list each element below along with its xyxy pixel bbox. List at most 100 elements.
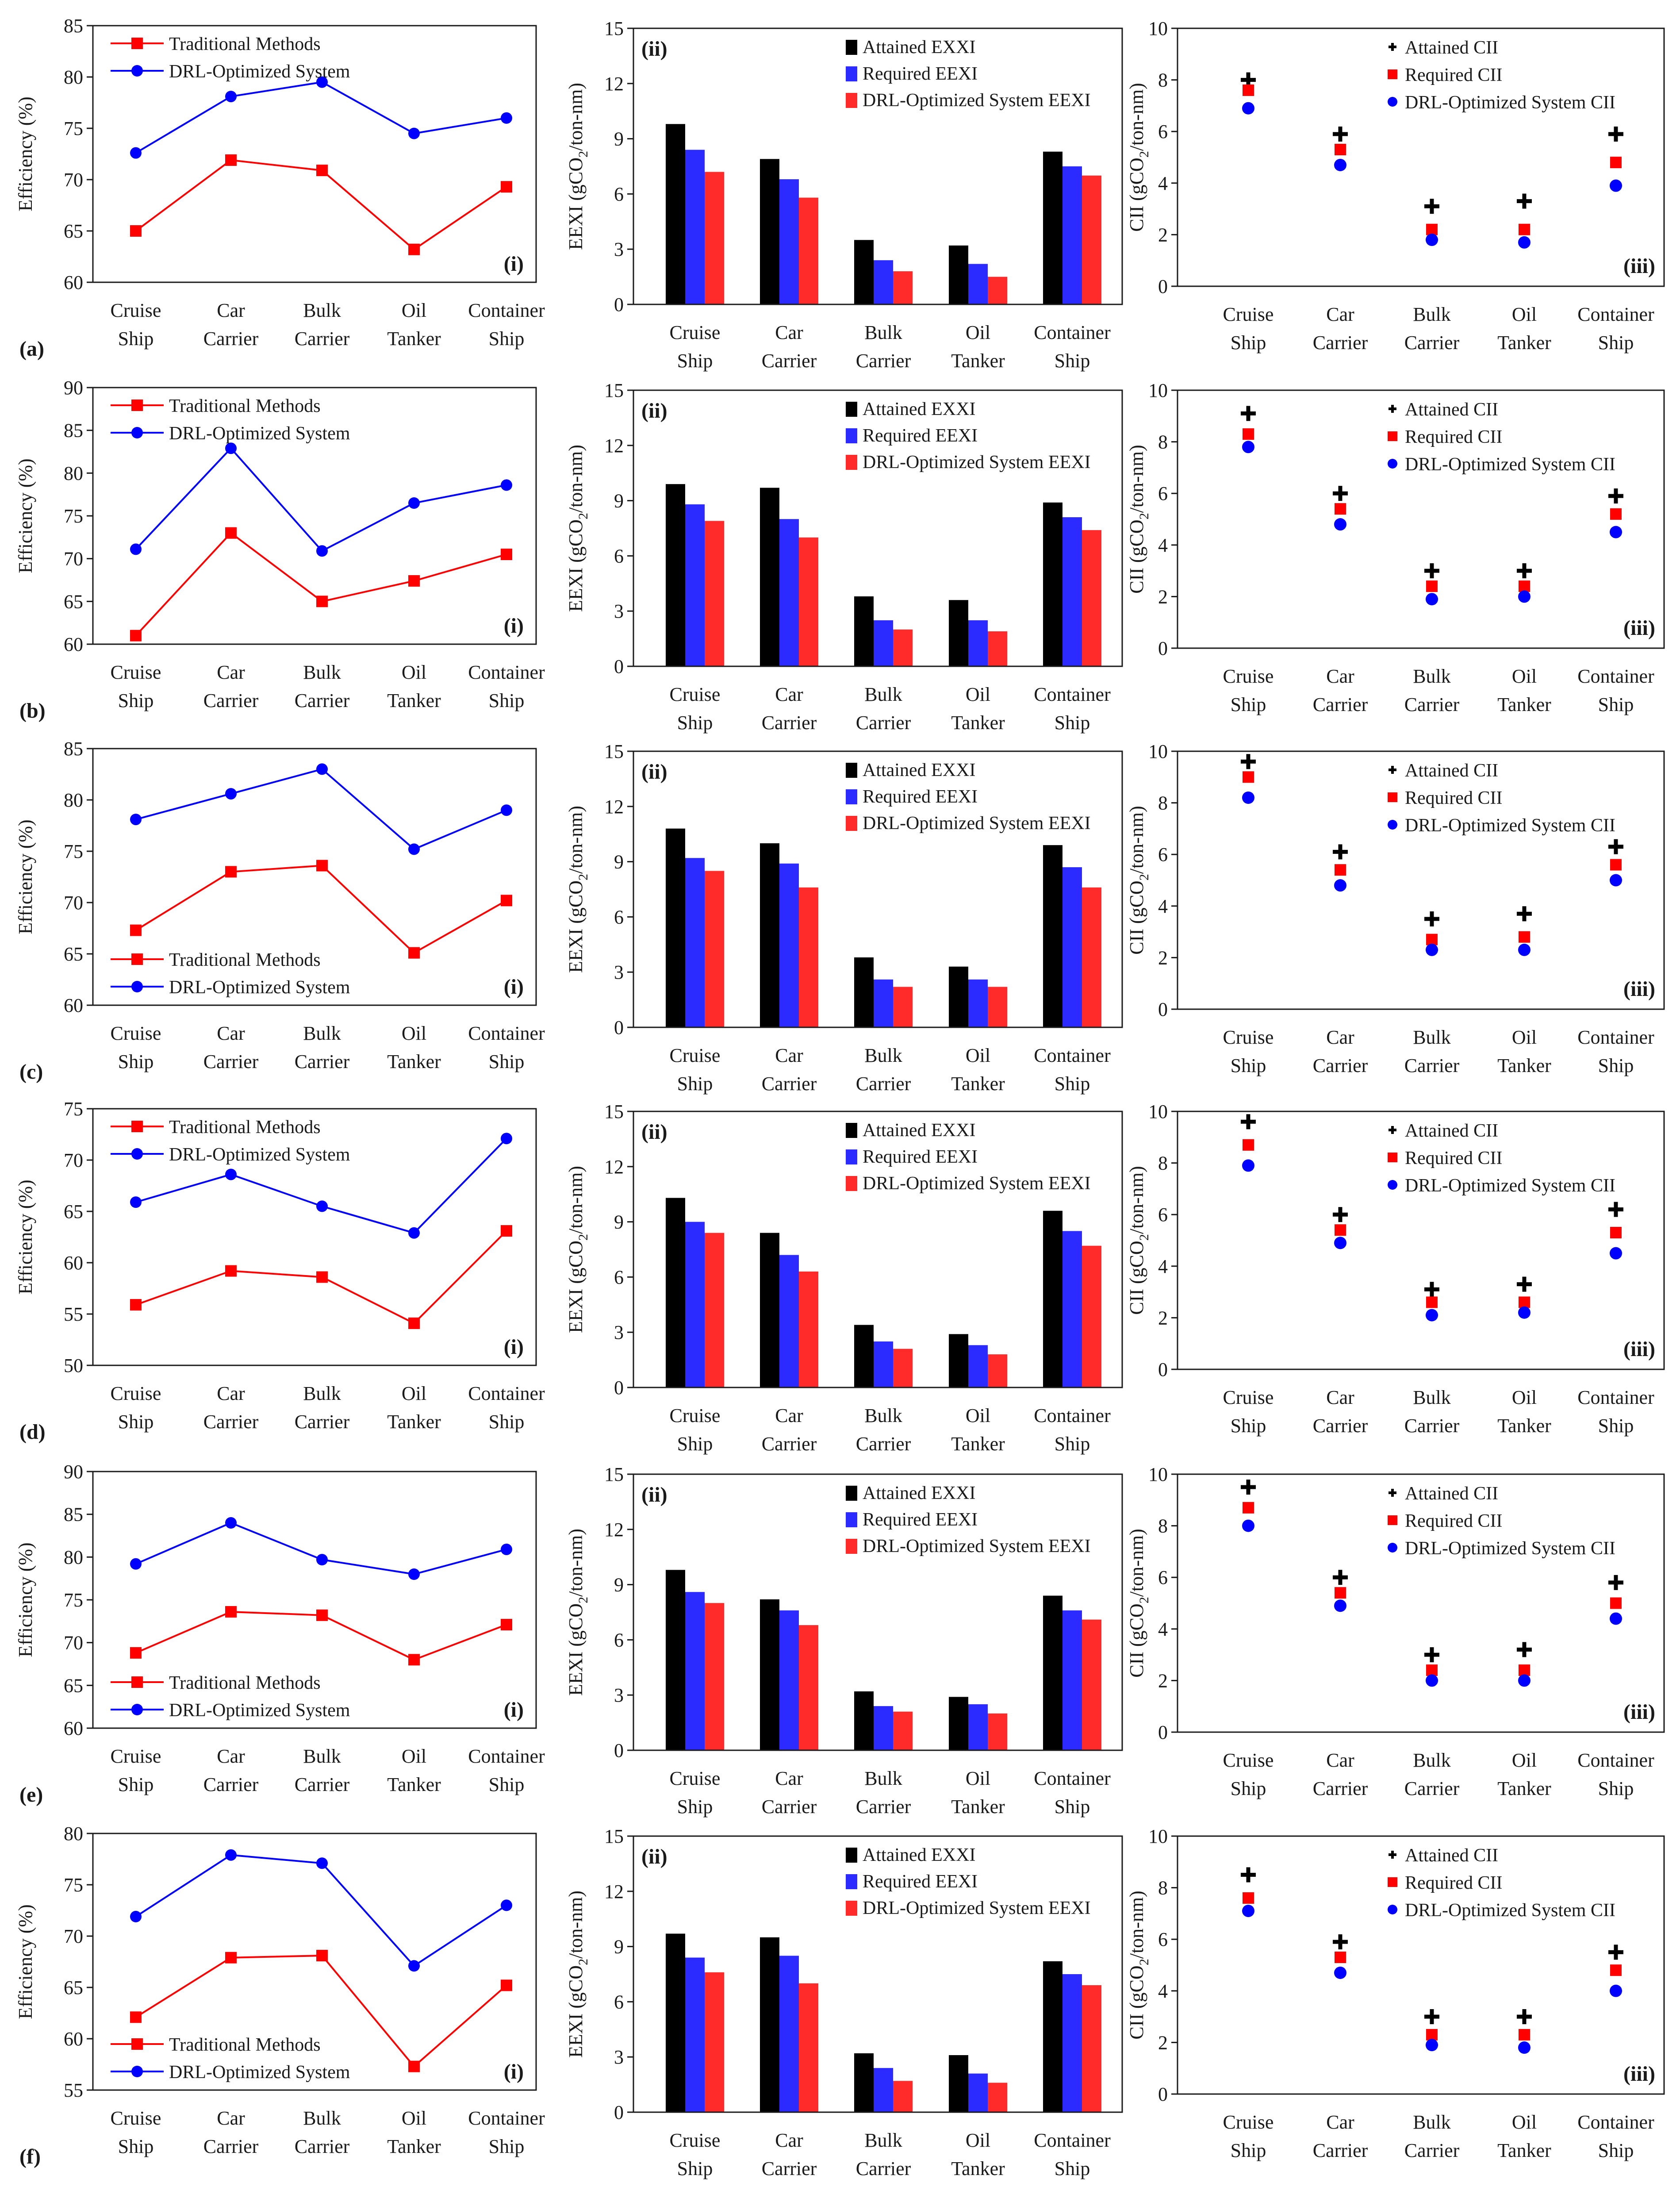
efficiency-y-tick-label: 60 <box>64 634 83 655</box>
plus-marker-v <box>1338 1207 1342 1222</box>
efficiency-y-axis-label: Efficiency (%) <box>15 96 36 211</box>
eexi-plot-frame <box>633 1835 1123 2113</box>
cii-legend-label: DRL-Optimized System CII <box>1405 1176 1615 1196</box>
drl-point <box>408 127 420 139</box>
efficiency-y-tick-label: 70 <box>64 169 83 191</box>
drl-cii-point <box>1334 1237 1346 1249</box>
eexi-chart: 0 3 6 9 12 15 Cruise Ship Car Carrier Bulk Carrier O… <box>565 1464 1123 1818</box>
attained-eexi-bar <box>1043 845 1062 1027</box>
cii-x-tick-label: Tanker <box>1497 694 1551 715</box>
required-eexi-bar <box>779 863 799 1027</box>
drl-point <box>130 814 142 826</box>
figure-row: (b)60657075808590CruiseShipCarCarrierBul… <box>15 377 1665 734</box>
legend-marker <box>1391 405 1394 413</box>
drl-eexi-bar <box>705 871 724 1027</box>
drl-eexi-bar <box>988 631 1007 666</box>
attained-cii-point <box>1424 199 1439 214</box>
attained-cii-point <box>1424 2009 1439 2025</box>
drl-eexi-bar <box>799 1625 818 1750</box>
legend-marker <box>1391 1851 1394 1859</box>
eexi-y-tick-label: 15 <box>604 1464 624 1485</box>
eexi-y-tick-label: 0 <box>614 2102 624 2123</box>
drl-point <box>316 1554 328 1566</box>
eexi-x-tick-label: Container <box>1034 684 1111 705</box>
efficiency-y-tick-label: 70 <box>64 1632 83 1654</box>
eexi-legend-label: Attained EXXI <box>863 1483 975 1503</box>
efficiency-x-tick-label: Car <box>217 661 245 683</box>
attained-eexi-bar <box>949 600 968 666</box>
traditional-point <box>408 2060 420 2072</box>
legend-marker <box>131 981 143 992</box>
eexi-y-tick-label: 9 <box>614 1936 624 1958</box>
efficiency-x-tick-label: Tanker <box>387 2136 441 2157</box>
efficiency-x-tick-label: Bulk <box>303 661 341 683</box>
panel-tag-iii: (iii) <box>1623 977 1655 1001</box>
plus-marker-v <box>1614 1575 1618 1590</box>
drl-cii-point <box>1610 179 1622 192</box>
drl-cii-point <box>1610 1247 1622 1260</box>
panel-tag-ii: (ii) <box>641 760 667 784</box>
drl-cii-point <box>1610 1984 1622 1997</box>
figure-row: (a)606570758085CruiseShipCarCarrierBulkC… <box>15 15 1665 372</box>
efficiency-y-tick-label: 80 <box>64 789 83 811</box>
efficiency-legend-label: DRL-Optimized System <box>169 977 350 998</box>
panel-tag-i: (i) <box>504 1698 524 1722</box>
legend-swatch <box>846 1149 857 1164</box>
legend-swatch <box>846 1874 857 1889</box>
eexi-x-tick-label: Tanker <box>951 1796 1005 1818</box>
cii-x-tick-label: Ship <box>1598 1778 1634 1799</box>
required-eexi-bar <box>968 1704 988 1750</box>
cii-x-tick-label: Container <box>1577 1387 1654 1408</box>
drl-point <box>130 147 142 159</box>
eexi-x-tick-label: Ship <box>1055 1073 1090 1095</box>
legend-marker <box>131 2038 143 2050</box>
cii-x-tick-label: Container <box>1577 2111 1654 2133</box>
drl-cii-point <box>1610 874 1622 887</box>
required-eexi-bar <box>968 1345 988 1387</box>
required-eexi-bar <box>685 1957 705 2112</box>
row-label: (b) <box>19 699 46 722</box>
attained-cii-point <box>1241 406 1256 421</box>
drl-cii-point <box>1518 943 1530 956</box>
eexi-x-tick-label: Carrier <box>762 712 817 734</box>
efficiency-chart: 55 60 65 70 75 80 Cruise Ship Car Carrier Bulk Carr… <box>15 1823 545 2157</box>
required-eexi-bar <box>779 1956 799 2112</box>
cii-y-axis-label: CII (gCO2/ton-nm) <box>1126 1891 1151 2039</box>
efficiency-y-tick-label: 75 <box>64 505 83 527</box>
traditional-point <box>316 1609 328 1621</box>
legend-swatch <box>846 402 857 417</box>
drl-cii-point <box>1610 1612 1622 1625</box>
eexi-plot-frame <box>633 389 1123 667</box>
eexi-x-tick-label: Carrier <box>856 712 911 734</box>
required-cii-point <box>1426 223 1438 235</box>
required-eexi-bar <box>874 979 893 1027</box>
drl-cii-point <box>1242 441 1254 453</box>
panel-tag-iii: (iii) <box>1623 2062 1655 2086</box>
drl-point <box>316 1200 328 1212</box>
cii-y-tick-label: 0 <box>1158 638 1168 659</box>
efficiency-legend-label: DRL-Optimized System <box>169 2062 350 2083</box>
drl-cii-point <box>1518 590 1530 603</box>
eexi-chart: 0 3 6 9 12 15 Cruise Ship Car Carrier Bulk Carrier O… <box>565 380 1123 734</box>
attained-cii-point <box>1608 488 1623 504</box>
cii-x-tick-label: Car <box>1326 1749 1354 1771</box>
traditional-point <box>225 1952 237 1964</box>
cii-y-tick-label: 4 <box>1158 1256 1168 1277</box>
cii-x-tick-label: Ship <box>1231 1415 1266 1437</box>
drl-eexi-bar <box>988 1713 1007 1750</box>
attained-eexi-bar <box>666 124 685 304</box>
efficiency-y-axis-label: Efficiency (%) <box>15 1542 36 1657</box>
eexi-x-tick-label: Ship <box>677 1796 713 1818</box>
plus-marker-v <box>1246 754 1250 769</box>
efficiency-x-tick-label: Oil <box>402 1022 426 1044</box>
efficiency-x-tick-label: Car <box>217 1745 245 1767</box>
drl-point <box>225 1849 237 1861</box>
cii-x-tick-label: Oil <box>1512 2111 1537 2133</box>
cii-legend-label: Attained CII <box>1405 1483 1498 1504</box>
traditional-point <box>408 947 420 959</box>
efficiency-chart: 60 65 70 75 80 85 90 Cruise Ship Car Carrier Bulk Ca… <box>15 377 545 711</box>
legend-marker <box>131 1121 143 1132</box>
eexi-x-tick-label: Container <box>1034 322 1111 343</box>
eexi-y-tick-label: 3 <box>614 2046 624 2068</box>
panel-tag-i: (i) <box>504 975 524 999</box>
